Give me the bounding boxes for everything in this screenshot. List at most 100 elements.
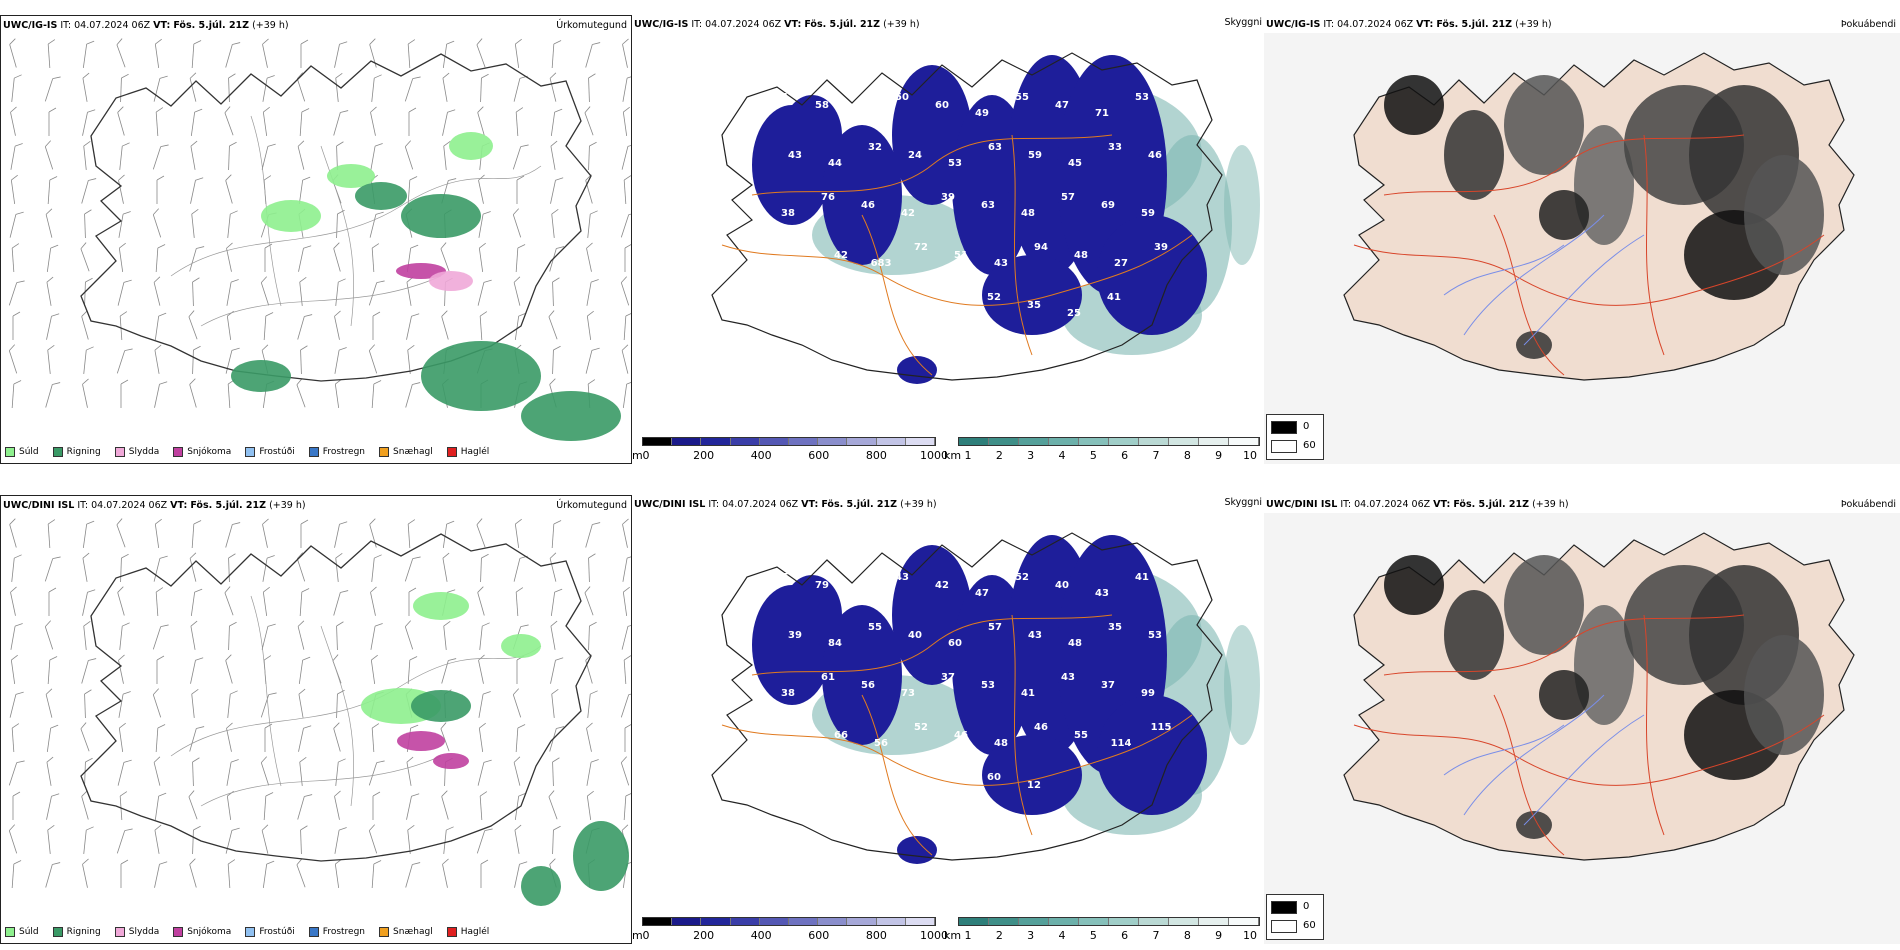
cloud-base-value: 43 <box>947 308 961 319</box>
legend-item: Snæhagl <box>379 447 433 457</box>
wind-barb <box>622 518 629 548</box>
legend-swatch <box>173 447 184 457</box>
wind-barb <box>154 344 162 374</box>
precip-legend: Súld Rigning Slydda Snjókoma Frostúði Fr… <box>5 447 489 457</box>
wind-barb <box>441 658 457 684</box>
wind-barb <box>441 790 449 820</box>
cloud-base-value: 48 <box>1021 208 1035 219</box>
cloud-base-value: 44 <box>828 158 842 169</box>
cloud-base-value: 51 <box>827 308 841 319</box>
road <box>751 614 1113 676</box>
cloud-base-value: 60 <box>987 772 1001 783</box>
wind-barb <box>47 825 55 854</box>
wind-barb <box>550 657 564 684</box>
cloud-base-value: 99 <box>1141 688 1155 699</box>
cloud-base-value: 53 <box>1148 630 1162 641</box>
cloud-base-value: 79 <box>815 580 829 591</box>
wind-barb <box>584 586 594 616</box>
wind-barb <box>190 177 204 204</box>
wind-barb <box>479 311 488 340</box>
cloud-base-value: 44 <box>827 788 841 799</box>
wind-barb <box>45 208 53 238</box>
cloud-base-value: 38 <box>781 208 795 219</box>
wind-barb <box>225 654 233 684</box>
wind-barb <box>478 691 491 718</box>
river <box>1463 214 1605 336</box>
wind-barb <box>405 382 421 408</box>
wind-barb <box>623 792 631 820</box>
wind-barb <box>371 554 382 582</box>
cloud-base-value: 60 <box>935 100 949 111</box>
colorbar-segment <box>847 438 877 445</box>
wind-barb <box>152 208 162 238</box>
wind-barb <box>406 313 420 340</box>
wind-barb <box>188 310 198 340</box>
colorbar-tick: 5 <box>1089 449 1097 462</box>
cloud-base-area <box>822 605 902 745</box>
wind-barb <box>260 276 270 306</box>
wind-barb <box>623 655 631 684</box>
colorbar-tick: 2 <box>995 929 1003 942</box>
wind-barb <box>479 622 490 650</box>
wind-barb <box>153 756 161 786</box>
wind-barb <box>623 312 631 340</box>
wind-barb <box>81 310 89 340</box>
cloud-base-value: 46 <box>1148 150 1162 161</box>
wind-barb <box>263 312 274 340</box>
colorbar-segment <box>759 918 790 925</box>
fog-area <box>1444 110 1504 200</box>
wind-barb <box>11 554 22 582</box>
cloud-base-area <box>822 125 902 265</box>
cloud-base-area <box>1097 695 1207 815</box>
wind-barb <box>120 859 129 888</box>
fog-title: Þokuábendi <box>1840 499 1896 510</box>
wind-barb <box>550 140 558 170</box>
wind-barb <box>153 276 161 306</box>
wind-barb <box>224 586 234 616</box>
wind-barb <box>46 793 60 820</box>
wind-barb <box>477 586 485 616</box>
colorbar-segment <box>1229 918 1259 925</box>
colorbar-tick: 10 <box>1243 929 1257 942</box>
wind-barb <box>10 174 18 204</box>
wind-barb <box>550 177 564 204</box>
legend-item: Slydda <box>114 447 159 457</box>
wind-barb <box>83 346 94 374</box>
wind-barb <box>549 726 565 752</box>
cloud-base-value: 35 <box>775 572 789 583</box>
colorbar-segment <box>1049 918 1079 925</box>
wind-barb <box>117 586 125 616</box>
visibility-unit: km <box>944 449 962 462</box>
wind-barb <box>407 825 415 854</box>
wind-barb <box>622 106 630 136</box>
wind-barb <box>47 656 58 684</box>
wind-barb <box>514 518 522 548</box>
cloud-base-value: 46 <box>861 200 875 211</box>
legend-swatch <box>5 447 15 457</box>
legend-item: Frostúði <box>245 447 295 457</box>
wind-barb <box>513 555 528 582</box>
cloud-map: 35 79 45 43 42 47 52 40 43 41 39 84 55 40 60 57 43 48 35 53… <box>711 532 1260 864</box>
cloudbase-colorbar: m 0 200 400 600 800 1000 <box>632 917 948 943</box>
wind-barb <box>548 790 558 820</box>
colorbar-tick: 800 <box>865 929 887 942</box>
visibility-unit: km <box>944 929 962 942</box>
cloud-base-value: 115 <box>1151 722 1172 733</box>
cloud-base-value: 25 <box>1067 308 1081 319</box>
wind-barb <box>11 380 22 408</box>
wind-barb <box>622 586 630 616</box>
cloud-base-value: 60 <box>948 638 962 649</box>
cloud-base-value: 43 <box>788 150 802 161</box>
wind-barb <box>368 760 385 786</box>
precip-area <box>449 132 493 160</box>
cloud-base-value: 52 <box>914 722 928 733</box>
fog-key-dark <box>1271 901 1297 914</box>
wind-barb <box>154 312 167 340</box>
wind-barb <box>84 757 93 787</box>
cloud-base-value: 72 <box>914 242 928 253</box>
river <box>1523 714 1645 826</box>
wind-barb <box>588 73 596 103</box>
cloud-base-area <box>982 735 1082 815</box>
wind-barb <box>299 588 310 616</box>
wind-barb <box>118 654 125 684</box>
